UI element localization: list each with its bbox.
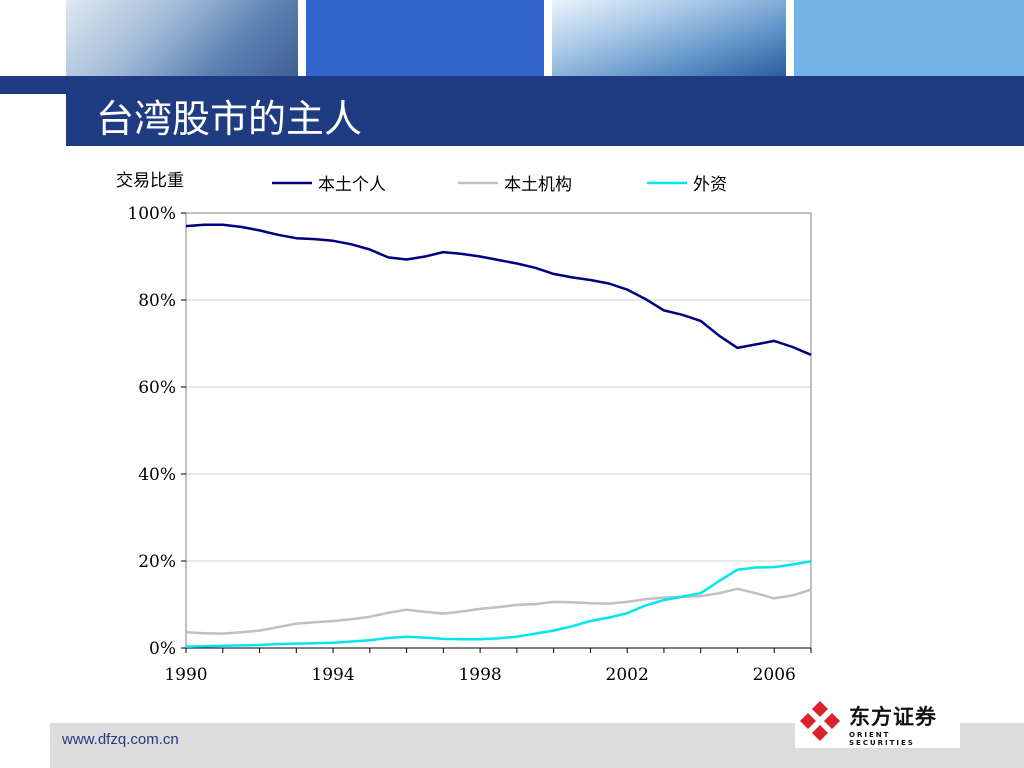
title-bar: 台湾股市的主人 <box>66 76 1024 146</box>
y-axis-label: 交易比重 <box>116 171 184 191</box>
series-line-1 <box>185 587 812 635</box>
x-tick-label: 1990 <box>164 665 207 685</box>
line-chart: 0% 20% 40% 60% 80% 100% 1990 1994 1998 2002 2006 交… <box>116 171 812 685</box>
grid-layer <box>186 299 811 562</box>
series-line-2 <box>185 560 812 648</box>
series-layer <box>185 223 812 648</box>
x-tick-label: 2006 <box>753 665 796 685</box>
page-title: 台湾股市的主人 <box>96 97 363 141</box>
y-tick-label: 20% <box>138 552 176 572</box>
axis-layer: 0% 20% 40% 60% 80% 100% 1990 1994 1998 2002 2006 <box>127 204 812 685</box>
banner-tile-lightblue <box>794 0 1024 76</box>
orient-securities-logo-icon <box>800 701 840 741</box>
legend-label-1: 本土机构 <box>504 175 572 195</box>
y-tick-label: 80% <box>138 291 176 311</box>
y-tick-label: 40% <box>138 465 176 485</box>
logo-subtitle: ORIENT SECURITIES <box>849 731 915 747</box>
legend-label-2: 外资 <box>693 175 727 195</box>
legend: 本土个人 本土机构 外资 <box>272 175 727 195</box>
series-line-0 <box>185 223 812 356</box>
logo-name: 东方证券 <box>849 705 937 729</box>
title-left-strip <box>0 76 66 94</box>
banner-tile-blue <box>306 0 544 76</box>
legend-label-0: 本土个人 <box>318 175 386 195</box>
y-tick-label: 60% <box>138 378 176 398</box>
x-tick-label: 1998 <box>458 665 501 685</box>
footer-url-link[interactable]: www.dfzq.com.cn <box>62 731 179 748</box>
banner-image-keyboard <box>66 0 298 76</box>
y-tick-label: 100% <box>127 204 176 224</box>
banner-image-skyscraper <box>552 0 786 76</box>
company-logo: 东方证券 ORIENT SECURITIES <box>795 696 960 748</box>
x-tick-label: 1994 <box>311 665 354 685</box>
y-tick-label: 0% <box>149 639 176 659</box>
x-tick-label: 2002 <box>606 665 649 685</box>
